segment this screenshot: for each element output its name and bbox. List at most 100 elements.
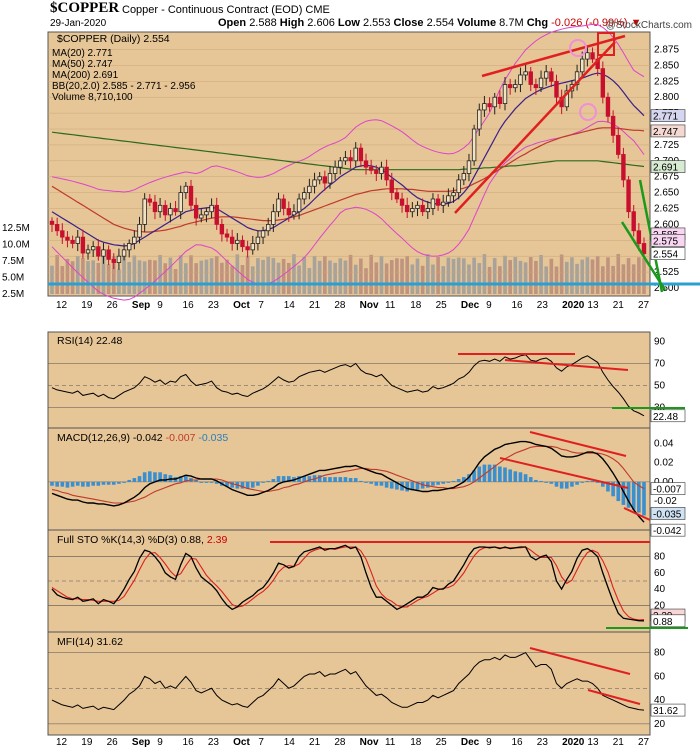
rsi-panel-bg [47,331,651,429]
macd-histogram-bar [534,479,538,482]
candle-body [266,224,271,232]
volume-bar [621,264,626,294]
change-label: Chg [526,17,549,29]
volume-bar [451,258,456,294]
x-tick-label-bottom: 7 [258,737,264,748]
candle-body [199,214,204,219]
candle-body [260,230,266,238]
candle-body [204,211,209,216]
volume-bar [570,257,574,294]
candle-body [497,96,503,104]
volume-bar [400,258,404,294]
volume-bar [292,254,296,294]
symbol-title: $COPPER [50,0,120,16]
price-legend-main-entry: $COPPER (Daily) 2.554 [57,33,170,45]
candle-body [173,208,178,213]
volume-bar [117,269,121,294]
sto-last-tag: 0.88 [653,617,673,628]
macd-histogram-bar [425,481,430,488]
x-tick-label: 21 [613,300,625,311]
volume-bar [261,259,265,294]
low-label: Low [337,17,360,29]
candle-body [430,198,436,209]
candle-body [631,211,636,232]
shoulder-circle [569,39,587,57]
macd-histogram-bar [153,472,157,482]
volume-bar [348,254,353,294]
candle-body [641,243,647,255]
price-tick-label: 2.675 [654,172,679,183]
candle-body [106,249,111,260]
candle-body [441,201,446,206]
volume-bar [86,261,90,294]
x-tick-label: 13 [587,300,599,311]
price-tick-label: 2.600 [654,219,679,230]
candle-body [240,239,245,248]
volume-bar [456,257,461,294]
instrument-name: Copper - Continuous Contract (EOD) CME [122,4,330,16]
candle-body [610,115,616,136]
candle-body [317,176,322,181]
downtrend-green-line [620,221,667,291]
macd-histogram-bar [611,481,615,497]
uptrend-line [454,41,616,214]
price-legend-item: BB(20,2.0) 2.585 - 2.771 - 2.956 [52,81,196,92]
volume-bar [353,264,358,294]
candle-body [312,179,317,187]
volume-bar [312,256,317,294]
macd-histogram-bar [353,478,358,482]
candle-body [188,185,194,206]
volume-bar [338,258,343,294]
macd-last-tag: -0.007 [653,485,682,496]
sto-tick-label: 40 [654,584,666,595]
candle-body [446,195,451,203]
price-tag-box [650,234,686,247]
macd-histogram-bar [456,479,461,482]
macd-histogram-bar [626,481,631,508]
volume-bar [168,257,173,294]
mfi-last-tag-box [650,703,686,717]
candle-body [255,236,261,244]
x-tick-label-bottom: 21 [309,737,321,748]
exchange-label: CME [305,4,330,16]
volume-bar [462,258,466,294]
macd-histogram-bar [570,481,574,487]
candle-body [332,166,338,174]
volume-bar [323,256,327,294]
x-tick-label-bottom: Oct [233,737,250,748]
macd-histogram-bar [492,464,497,482]
low-value: 2.553 [362,17,391,29]
sto-k-line [51,544,645,622]
macd-histogram-bar [256,481,260,486]
resistance-line [481,34,626,78]
x-tick-label-bottom: 25 [436,737,448,748]
macd-histogram-bar [338,477,343,482]
candle-body [276,198,281,213]
volume-bar [616,254,621,294]
candle-body [137,224,142,238]
candle-body [80,236,86,254]
macd-histogram-bar [158,472,162,482]
candle-body [75,236,80,244]
macd-histogram-bar [431,481,435,486]
macd-histogram-bar [117,481,121,484]
price-tag-box [650,160,686,173]
volume-bar [70,261,75,294]
candle-body [85,249,91,254]
macd-histogram-bar [287,476,291,482]
price-tag-box [650,247,686,260]
price-panel: 2.8752.8502.8252.8002.7752.7502.7252.700… [2,23,700,301]
candle-body [451,192,456,197]
x-tick-label-bottom: 26 [107,737,119,748]
macd-histogram-bar [528,477,533,482]
price-tick-label: 2.850 [654,60,679,71]
macd-last-tag: -0.035 [653,509,682,520]
x-tick-label-bottom: 23 [537,737,549,748]
volume-bar [225,259,229,294]
macd-histogram-bar [328,477,332,482]
macd-histogram-bar [101,481,106,485]
candle-body [533,84,539,89]
volume-bar [590,259,595,294]
volume-bar [317,260,322,294]
